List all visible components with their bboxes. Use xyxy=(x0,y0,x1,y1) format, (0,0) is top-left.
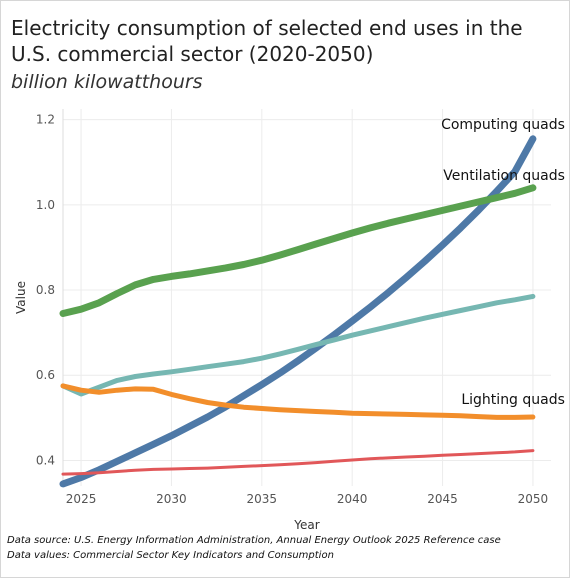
axes: 2025 2030 2035 2040 2045 2050 0.4 0.6 0.8 1.0 1.2 xyxy=(36,109,548,506)
x-tick-label: 2030 xyxy=(156,492,187,506)
y-tick-label: 0.8 xyxy=(36,283,55,297)
y-tick-label: 1.2 xyxy=(36,113,55,127)
x-tick-label: 2045 xyxy=(427,492,458,506)
series-label: Lighting quads xyxy=(461,392,565,408)
y-tick-label: 1.0 xyxy=(36,198,55,212)
x-tick-label: 2035 xyxy=(247,492,278,506)
chart-title: Electricity consumption of selected end … xyxy=(11,16,523,66)
gridlines xyxy=(63,109,551,486)
y-tick-label: 0.4 xyxy=(36,453,55,467)
data-values-note: Data values: Commercial Sector Key Indic… xyxy=(7,550,334,561)
x-tick-label: 2040 xyxy=(337,492,368,506)
series-line xyxy=(61,449,535,476)
series-lines xyxy=(59,135,537,488)
data-source-note: Data source: U.S. Energy Information Adm… xyxy=(7,535,501,546)
x-axis-title: Year xyxy=(293,518,319,531)
line-chart: 2025 2030 2035 2040 2045 20500.40.60.81.01.2 … xyxy=(14,109,565,531)
chart-footer: Data source: U.S. Energy Information Adm… xyxy=(7,533,501,563)
series-label: Ventilation quads xyxy=(443,168,565,184)
chart-subtitle: billion kilowatthours xyxy=(11,71,203,93)
series-label: Computing quads xyxy=(441,117,565,133)
series-line xyxy=(59,135,537,488)
y-axis-title: Value xyxy=(14,281,28,314)
series-line xyxy=(60,383,536,420)
series-line xyxy=(59,184,537,317)
y-tick-label: 0.6 xyxy=(36,368,55,382)
series-line xyxy=(60,293,536,397)
x-tick-label: 2025 xyxy=(66,492,97,506)
x-tick-label: 2050 xyxy=(518,492,549,506)
series-labels: Computing quads Ventilation quads Lighting… xyxy=(441,117,565,408)
